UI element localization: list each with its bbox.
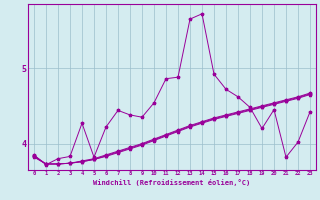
X-axis label: Windchill (Refroidissement éolien,°C): Windchill (Refroidissement éolien,°C) <box>93 179 251 186</box>
